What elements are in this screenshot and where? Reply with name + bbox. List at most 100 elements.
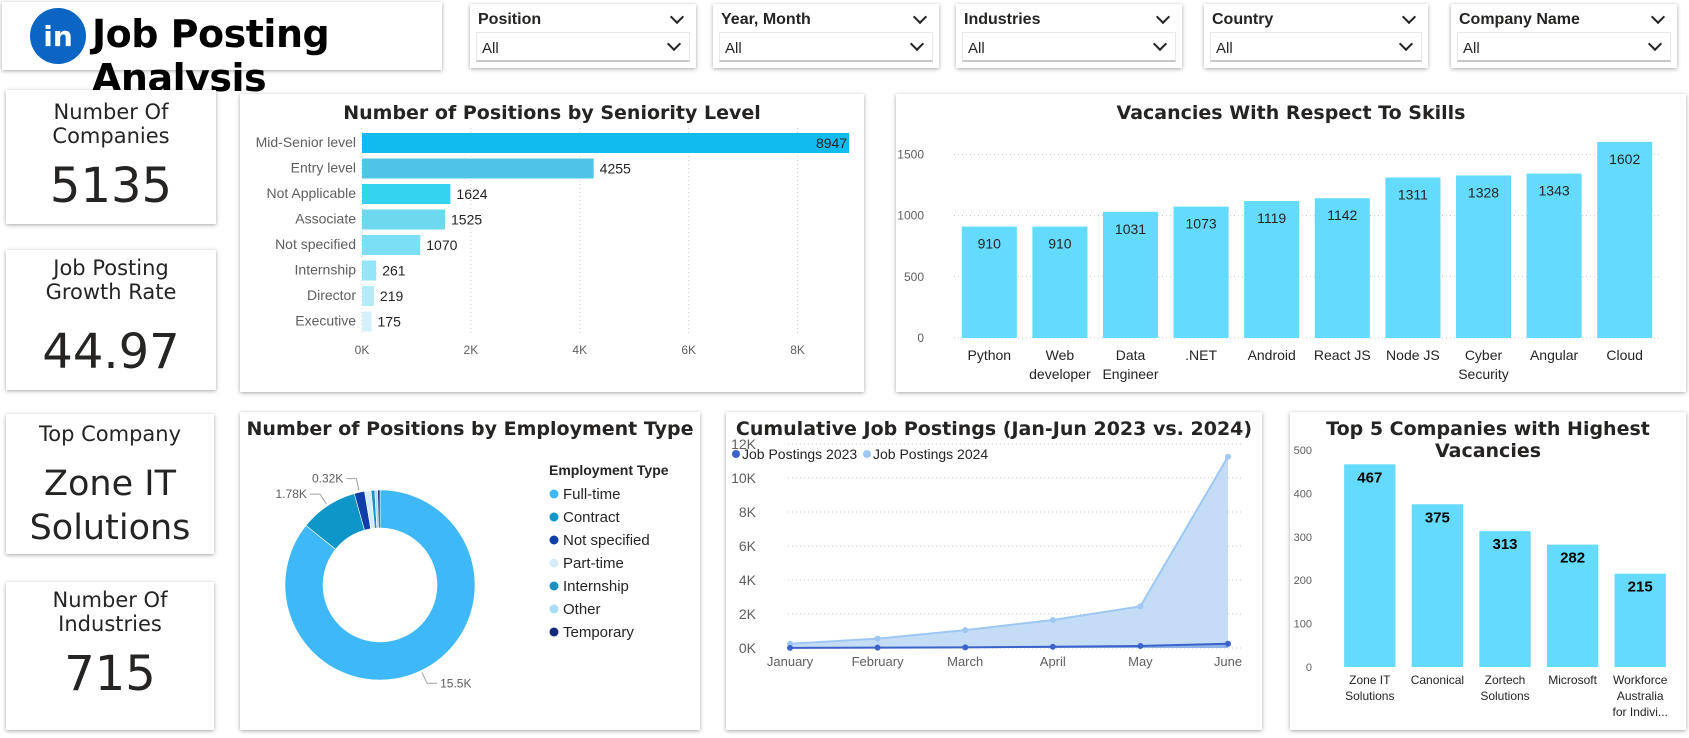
legend-label: Job Postings 2023 xyxy=(742,446,857,462)
slicer-dropdown[interactable]: All xyxy=(1210,32,1422,62)
x-tick-label: April xyxy=(1040,654,1066,669)
bar xyxy=(1244,201,1300,338)
data-label: 215 xyxy=(1628,579,1653,596)
x-tick-label: February xyxy=(852,654,905,669)
chevron-down-icon[interactable] xyxy=(912,9,928,25)
data-label: 0.32K xyxy=(312,472,343,486)
top-companies-bar-chart: 0 100 200 300 400 500 467 Zone IT Solutions 375 Ca… xyxy=(1294,445,1668,719)
slicer-label: Industries xyxy=(964,11,1041,28)
legend-marker xyxy=(863,450,871,458)
employment-donut-chart: 15.5K 1.78K 0.32K Employment Type Full-time C… xyxy=(276,462,669,690)
chevron-down-icon[interactable] xyxy=(909,36,925,52)
chevron-down-icon[interactable] xyxy=(1398,36,1414,52)
data-label: 1311 xyxy=(1398,187,1428,203)
legend-marker xyxy=(549,627,559,637)
slicer-dropdown[interactable]: All xyxy=(1457,32,1671,62)
category-label: Canonical xyxy=(1411,673,1464,687)
slicer-position[interactable]: Position All xyxy=(470,4,696,68)
donut-slice xyxy=(284,489,476,681)
category-label: Microsoft xyxy=(1548,673,1597,687)
y-tick-label: 500 xyxy=(904,270,924,284)
slicer-country[interactable]: Country All xyxy=(1204,4,1428,68)
top-companies-chart-card: Top 5 Companies with Highest Vacancies 0… xyxy=(1290,412,1686,730)
legend-label: Full-time xyxy=(563,486,621,503)
category-label: Node JS xyxy=(1386,347,1440,363)
data-label: 1602 xyxy=(1609,151,1640,167)
slicer-value: All xyxy=(725,40,742,57)
data-label: 375 xyxy=(1425,509,1450,526)
page-title: Job Posting Analysis xyxy=(92,12,330,100)
data-label: 467 xyxy=(1357,469,1382,486)
bar xyxy=(362,158,594,179)
cumulative-area-chart: 0K 2K 4K 6K 8K 10K 12K January February March Apri… xyxy=(731,436,1242,669)
bar xyxy=(1455,175,1512,338)
kpi-value: 715 xyxy=(64,646,156,702)
chevron-down-icon[interactable] xyxy=(1647,36,1663,52)
leader-line xyxy=(346,478,360,491)
y-tick-label: 100 xyxy=(1294,619,1312,631)
slicer-dropdown[interactable]: All xyxy=(476,32,690,62)
legend-marker xyxy=(549,558,559,568)
legend-label: Contract xyxy=(563,509,621,526)
data-point xyxy=(1137,603,1144,610)
data-label: 1624 xyxy=(456,186,487,202)
bar xyxy=(1479,531,1531,667)
slicer-label: Company Name xyxy=(1459,11,1580,28)
bar xyxy=(1385,177,1441,338)
bar xyxy=(1032,226,1088,338)
category-label: Angular xyxy=(1530,347,1579,363)
data-label: 1070 xyxy=(426,237,457,253)
slicer-label: Year, Month xyxy=(721,11,811,28)
data-label: 4255 xyxy=(600,161,631,177)
skills-bar-chart: 0 500 1000 1500 910 Python 910 Web developer 1031… xyxy=(897,141,1660,382)
legend-label: Internship xyxy=(563,578,629,595)
category-label: Executive xyxy=(295,313,356,329)
chevron-down-icon[interactable] xyxy=(1155,9,1171,25)
category-label: developer xyxy=(1029,366,1091,382)
category-label: Internship xyxy=(295,262,357,278)
category-label: Solutions xyxy=(1345,689,1394,703)
data-label: 1031 xyxy=(1115,221,1146,237)
chevron-down-icon[interactable] xyxy=(1401,9,1417,25)
bar xyxy=(362,184,451,204)
legend-marker xyxy=(549,512,559,522)
cumulative-chart-card: Cumulative Job Postings (Jan-Jun 2023 vs… xyxy=(726,412,1262,730)
series-line xyxy=(789,642,1229,649)
category-label: Data xyxy=(1116,347,1146,363)
chevron-down-icon[interactable] xyxy=(1152,36,1168,52)
data-label: 1525 xyxy=(451,212,482,228)
category-label: Web xyxy=(1046,347,1075,363)
slicer-value: All xyxy=(482,40,499,57)
kpi-value: 5135 xyxy=(49,158,173,214)
slicer-dropdown[interactable]: All xyxy=(962,32,1176,62)
data-point xyxy=(962,644,969,651)
slicer-company-name[interactable]: Company Name All xyxy=(1451,4,1677,68)
category-label: .NET xyxy=(1185,347,1217,363)
kpi-title: Number Of Industries xyxy=(52,588,168,636)
legend-label: Not specified xyxy=(563,532,650,549)
legend-label: Part-time xyxy=(563,555,624,572)
leader-line xyxy=(421,672,438,684)
y-tick-label: 8K xyxy=(739,504,757,520)
chevron-down-icon[interactable] xyxy=(666,36,682,52)
chevron-down-icon[interactable] xyxy=(1650,9,1666,25)
slicer-year-month[interactable]: Year, Month All xyxy=(713,4,939,68)
chevron-down-icon[interactable] xyxy=(669,9,685,25)
category-label: Entry level xyxy=(291,160,356,176)
kpi-title: Job Posting Growth Rate xyxy=(45,256,177,304)
legend-title: Employment Type xyxy=(549,462,669,478)
data-label: 1.78K xyxy=(276,487,307,501)
slicer-label: Position xyxy=(478,11,542,28)
skills-chart-card: Vacancies With Respect To Skills 0 500 100… xyxy=(896,94,1686,392)
data-point xyxy=(874,644,881,651)
data-label: 1073 xyxy=(1186,216,1217,232)
bar xyxy=(362,133,850,153)
category-label: Workforce xyxy=(1613,673,1668,687)
y-tick-label: 0K xyxy=(739,640,757,656)
slicer-industries[interactable]: Industries All xyxy=(956,4,1182,68)
chart-title: Number of Positions by Employment Type xyxy=(246,418,694,440)
kpi-title: Number Of Companies xyxy=(52,100,170,148)
slicer-value: All xyxy=(968,40,985,57)
kpi-value: 44.97 xyxy=(42,324,180,380)
slicer-dropdown[interactable]: All xyxy=(719,32,933,62)
